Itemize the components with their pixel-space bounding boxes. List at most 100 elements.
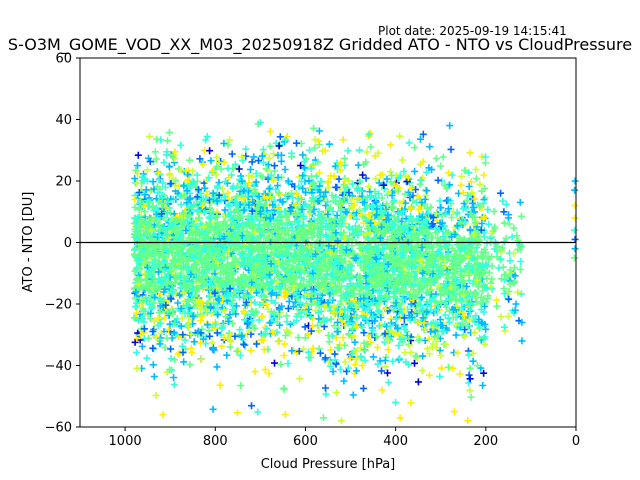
- data-point: [263, 301, 271, 308]
- data-point: [356, 272, 364, 280]
- data-point: [418, 367, 426, 375]
- data-point: [337, 158, 345, 166]
- data-point: [202, 136, 210, 144]
- data-point: [427, 290, 435, 298]
- data-point: [255, 157, 262, 165]
- data-point: [233, 193, 240, 200]
- data-point: [296, 284, 304, 292]
- data-point: [203, 191, 211, 199]
- data-point: [395, 342, 403, 349]
- data-point: [171, 320, 179, 328]
- data-point: [271, 162, 278, 170]
- data-point: [390, 196, 398, 204]
- data-point: [433, 240, 441, 248]
- data-point: [342, 246, 350, 254]
- data-point: [425, 350, 433, 358]
- data-point: [224, 141, 232, 149]
- data-point: [164, 197, 172, 205]
- data-point: [299, 151, 307, 159]
- data-point: [143, 283, 151, 291]
- data-point: [241, 316, 248, 324]
- data-point: [306, 146, 314, 154]
- data-point: [142, 186, 150, 194]
- data-point: [180, 358, 188, 366]
- data-point: [154, 314, 162, 322]
- data-point: [236, 326, 244, 334]
- data-point: [466, 386, 474, 394]
- data-point: [215, 191, 223, 199]
- data-point: [429, 340, 437, 348]
- data-point: [394, 174, 402, 182]
- data-point: [358, 324, 366, 331]
- data-point: [141, 208, 149, 216]
- data-point: [186, 212, 194, 219]
- data-point: [211, 289, 219, 297]
- data-point: [166, 366, 174, 374]
- data-point: [193, 178, 201, 185]
- data-point: [345, 189, 353, 197]
- data-point: [245, 201, 253, 209]
- data-point: [213, 212, 221, 219]
- data-point: [313, 259, 321, 267]
- data-point: [353, 347, 361, 355]
- data-point: [177, 166, 185, 174]
- data-point: [378, 223, 385, 231]
- data-point: [340, 377, 348, 385]
- data-point: [350, 332, 358, 340]
- data-point: [221, 178, 229, 185]
- data-point: [170, 329, 178, 337]
- data-point: [229, 215, 237, 223]
- data-point: [248, 207, 256, 215]
- data-point: [198, 312, 206, 320]
- data-point: [408, 263, 416, 270]
- data-point: [323, 271, 331, 279]
- data-point: [164, 308, 172, 316]
- data-point: [433, 274, 441, 282]
- data-point: [131, 338, 139, 346]
- data-point: [177, 192, 185, 200]
- data-point: [159, 411, 167, 419]
- data-point: [194, 299, 201, 307]
- data-point: [159, 244, 167, 251]
- data-point: [269, 201, 277, 209]
- data-point: [339, 334, 347, 342]
- data-point: [153, 218, 161, 226]
- data-point: [320, 277, 328, 285]
- data-point: [146, 296, 154, 304]
- data-point: [135, 213, 143, 221]
- data-point: [344, 264, 352, 272]
- data-point: [407, 185, 415, 193]
- data-point: [327, 346, 335, 354]
- data-point: [168, 280, 176, 288]
- data-point: [206, 303, 214, 311]
- data-point: [147, 279, 155, 287]
- data-point: [278, 219, 286, 227]
- data-point: [261, 366, 269, 374]
- data-point: [269, 176, 277, 184]
- data-point: [448, 171, 456, 179]
- data-point: [387, 141, 395, 149]
- data-point: [261, 202, 269, 210]
- data-point: [325, 205, 333, 213]
- data-point: [404, 245, 411, 253]
- data-point: [237, 172, 245, 180]
- data-point: [218, 257, 225, 265]
- data-point: [274, 233, 282, 240]
- data-point: [216, 225, 224, 232]
- data-point: [187, 270, 195, 278]
- data-point: [481, 340, 488, 348]
- data-point: [432, 155, 440, 162]
- data-point: [442, 210, 450, 218]
- data-point: [241, 200, 249, 207]
- data-point: [298, 242, 306, 250]
- data-point: [178, 314, 186, 322]
- data-point: [312, 184, 320, 192]
- data-point: [411, 167, 419, 175]
- data-point: [259, 280, 267, 287]
- data-point: [345, 319, 352, 327]
- data-point: [150, 299, 158, 307]
- data-point: [288, 347, 296, 355]
- data-point: [432, 210, 440, 218]
- data-point: [335, 260, 343, 268]
- data-point: [360, 294, 368, 302]
